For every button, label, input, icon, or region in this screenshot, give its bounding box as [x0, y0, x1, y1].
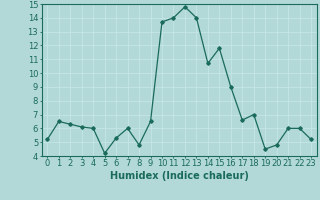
- X-axis label: Humidex (Indice chaleur): Humidex (Indice chaleur): [110, 171, 249, 181]
